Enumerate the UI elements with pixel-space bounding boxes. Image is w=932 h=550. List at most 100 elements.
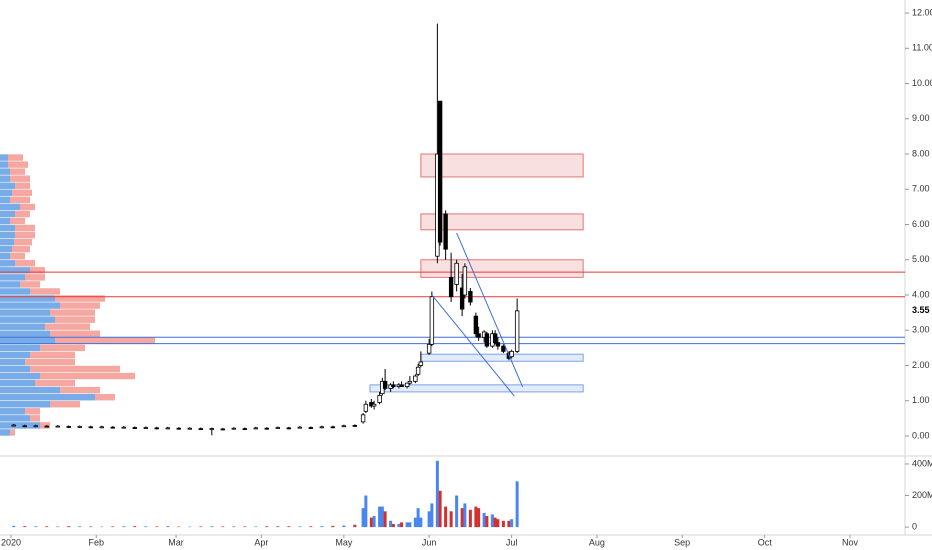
candle-body xyxy=(319,426,325,429)
profile-down-bar xyxy=(10,217,25,225)
profile-up-bar xyxy=(0,422,40,429)
candle-body xyxy=(501,345,506,352)
zone xyxy=(420,153,584,178)
volume-bar xyxy=(100,526,104,528)
volume-bar xyxy=(501,520,505,528)
profile-down-bar xyxy=(25,408,40,415)
profile-down-bar xyxy=(20,203,35,211)
volume-bar xyxy=(413,517,417,528)
profile-up-bar xyxy=(0,295,55,302)
volume-bar xyxy=(369,517,373,528)
candle-body xyxy=(253,427,259,430)
x-tick-label: Sep xyxy=(674,537,690,547)
volume-bar xyxy=(430,503,434,528)
volume-bar xyxy=(380,506,384,528)
volume-bar xyxy=(320,526,324,528)
volume-bar xyxy=(378,506,382,528)
x-tick-label: Jul xyxy=(506,537,518,547)
candle-body xyxy=(220,428,226,431)
profile-up-bar xyxy=(0,302,60,309)
profile-up-bar xyxy=(0,281,20,288)
x-tick-label: Jun xyxy=(422,537,437,547)
candle-body xyxy=(448,276,454,298)
candle-body xyxy=(154,427,159,430)
volume-bar xyxy=(449,511,453,528)
x-tick-label: Oct xyxy=(758,537,773,547)
volume-bar xyxy=(34,526,38,528)
profile-up-bar xyxy=(0,401,50,408)
x-tick-label: Feb xyxy=(89,537,105,547)
profile-down-bar xyxy=(10,168,25,175)
profile-up-bar xyxy=(0,154,8,161)
volume-bar xyxy=(455,495,459,528)
y-tick-label: 200M xyxy=(912,490,932,500)
profile-up-bar xyxy=(0,330,50,337)
candle-body xyxy=(132,427,137,429)
profile-down-bar xyxy=(25,358,75,366)
candle-body xyxy=(99,426,104,429)
profile-up-bar xyxy=(0,429,10,436)
volume-bar xyxy=(438,490,442,528)
profile-down-bar xyxy=(25,274,45,281)
profile-down-bar xyxy=(40,344,85,352)
profile-up-bar xyxy=(0,358,25,366)
candle-body xyxy=(391,384,396,388)
profile-down-bar xyxy=(35,379,75,387)
volume-bar xyxy=(397,523,401,528)
candle-body xyxy=(371,403,377,407)
x-tick-label: Apr xyxy=(254,537,268,547)
profile-up-bar xyxy=(0,267,30,274)
volume-bar xyxy=(331,525,335,528)
trend-line xyxy=(456,232,524,388)
profile-down-bar xyxy=(40,422,50,429)
volume-bar xyxy=(265,526,269,528)
volume-bar xyxy=(485,516,489,528)
profile-up-bar xyxy=(0,393,95,401)
x-tick-label: Nov xyxy=(842,537,859,547)
candle-body xyxy=(33,425,38,428)
volume-bar xyxy=(507,520,511,528)
profile-up-bar xyxy=(0,372,40,380)
volume-bar xyxy=(490,514,494,528)
profile-down-bar xyxy=(8,161,28,168)
profile-up-bar xyxy=(0,309,50,316)
y-tick-label: 1.00 xyxy=(912,395,930,405)
y-tick-label: 10.00 xyxy=(912,78,932,88)
volume-bar xyxy=(405,522,409,528)
profile-up-bar xyxy=(0,365,30,373)
profile-down-bar xyxy=(15,231,35,239)
profile-down-bar xyxy=(12,245,30,253)
profile-down-bar xyxy=(30,415,40,422)
volume-bar xyxy=(243,526,247,528)
candle-body xyxy=(495,342,501,347)
volume-bar xyxy=(482,512,486,528)
volume-bar xyxy=(510,519,514,528)
volume-bar xyxy=(408,522,412,528)
profile-up-bar xyxy=(0,252,10,260)
candle-body xyxy=(110,426,115,429)
volume-bar xyxy=(435,460,439,528)
volume-bar xyxy=(309,526,313,528)
profile-up-bar xyxy=(0,288,30,295)
candle-body xyxy=(352,424,358,427)
volume-bar xyxy=(89,526,93,528)
candle-body xyxy=(22,425,27,428)
last-price-label: 3.55 xyxy=(912,305,930,315)
candle-body xyxy=(509,350,514,358)
candle-body xyxy=(454,262,459,285)
trend-line xyxy=(431,294,515,397)
y-tick-label: 3.00 xyxy=(912,325,930,335)
profile-down-bar xyxy=(50,401,80,408)
profile-down-bar xyxy=(8,154,23,161)
y-tick-label: 8.00 xyxy=(912,148,930,158)
volume-bar xyxy=(199,526,203,528)
profile-down-bar xyxy=(10,175,30,182)
volume-bar xyxy=(400,522,404,528)
profile-down-bar xyxy=(95,393,115,401)
profile-up-bar xyxy=(0,274,25,281)
candle-body xyxy=(88,426,93,429)
profile-down-bar xyxy=(55,295,105,302)
candle-body xyxy=(363,403,369,412)
profile-up-bar xyxy=(0,245,12,253)
